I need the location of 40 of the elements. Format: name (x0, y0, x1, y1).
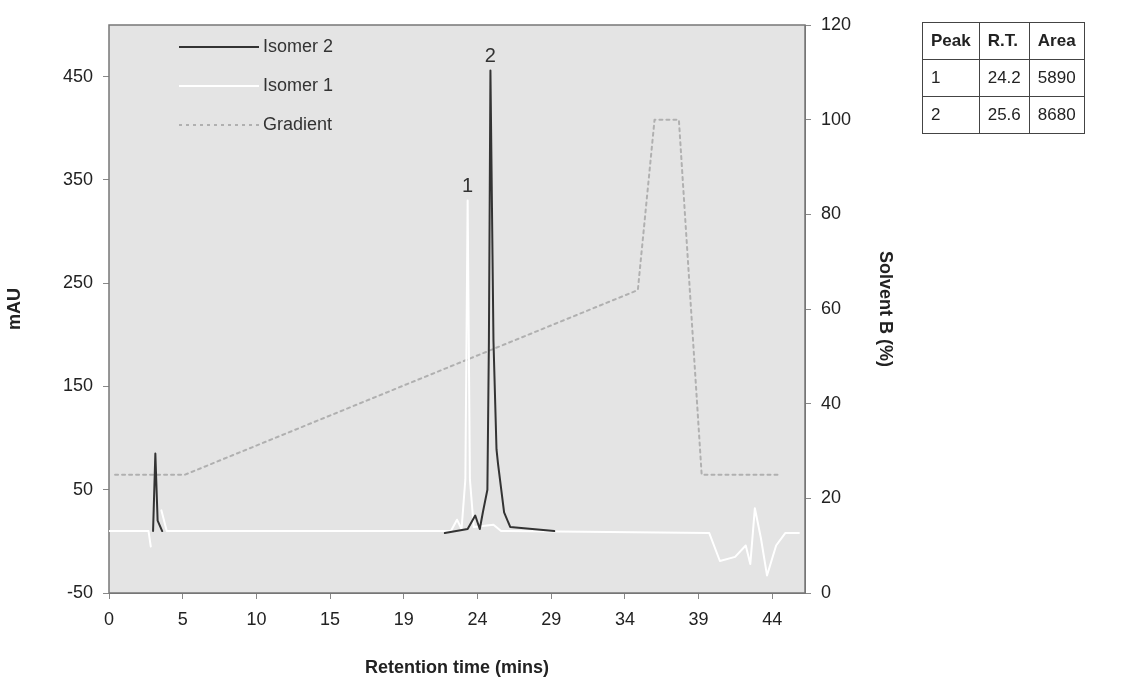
annotation: 1 (462, 174, 474, 197)
y-tick-label: 250 (62, 272, 93, 293)
y2-tick-label: 60 (821, 297, 842, 318)
text: 1 (922, 59, 980, 97)
text: Area (1029, 22, 1085, 60)
y-tick-label: -50 (66, 581, 93, 602)
legend-label: Gradient (263, 113, 333, 134)
text: 8680 (1029, 96, 1085, 134)
y2-tick-label: 20 (821, 487, 842, 508)
x-tick-label: 39 (688, 608, 709, 629)
x-tick-label: 15 (320, 608, 341, 629)
x-tick-label: 5 (177, 608, 188, 629)
x-tick-label: 10 (246, 608, 267, 629)
x-tick-label: 44 (762, 608, 783, 629)
x-tick-label: 19 (393, 608, 414, 629)
y-tick-label: 150 (62, 375, 93, 396)
text: Peak (922, 22, 980, 60)
x-tick-label: 29 (541, 608, 562, 629)
text: 5890 (1029, 59, 1085, 97)
y-tick-label: 350 (62, 168, 93, 189)
y2-tick-label: 0 (821, 581, 832, 602)
text: R.T. (979, 22, 1030, 60)
y2-tick-label: 120 (821, 13, 852, 34)
y2-tick-label: 40 (821, 392, 842, 413)
x-axis-title: Retention time (mins) (364, 657, 550, 678)
x-tick-label: 34 (614, 608, 635, 629)
y-axis-title: mAU (3, 287, 24, 331)
y-tick-label: 450 (62, 65, 93, 86)
legend-label: Isomer 2 (263, 35, 334, 56)
text: 25.6 (979, 96, 1030, 134)
y-tick-label: 50 (72, 478, 93, 499)
text: 2 (922, 96, 980, 134)
annotation: 2 (484, 43, 496, 66)
x-tick-label: 0 (103, 608, 115, 629)
legend-label: Isomer 1 (263, 74, 334, 95)
y2-tick-label: 100 (821, 108, 852, 129)
y2-tick-label: 80 (821, 203, 842, 224)
text: 24.2 (979, 59, 1030, 97)
y2-axis-title: Solvent B (%) (876, 250, 897, 368)
x-tick-label: 24 (467, 608, 488, 629)
